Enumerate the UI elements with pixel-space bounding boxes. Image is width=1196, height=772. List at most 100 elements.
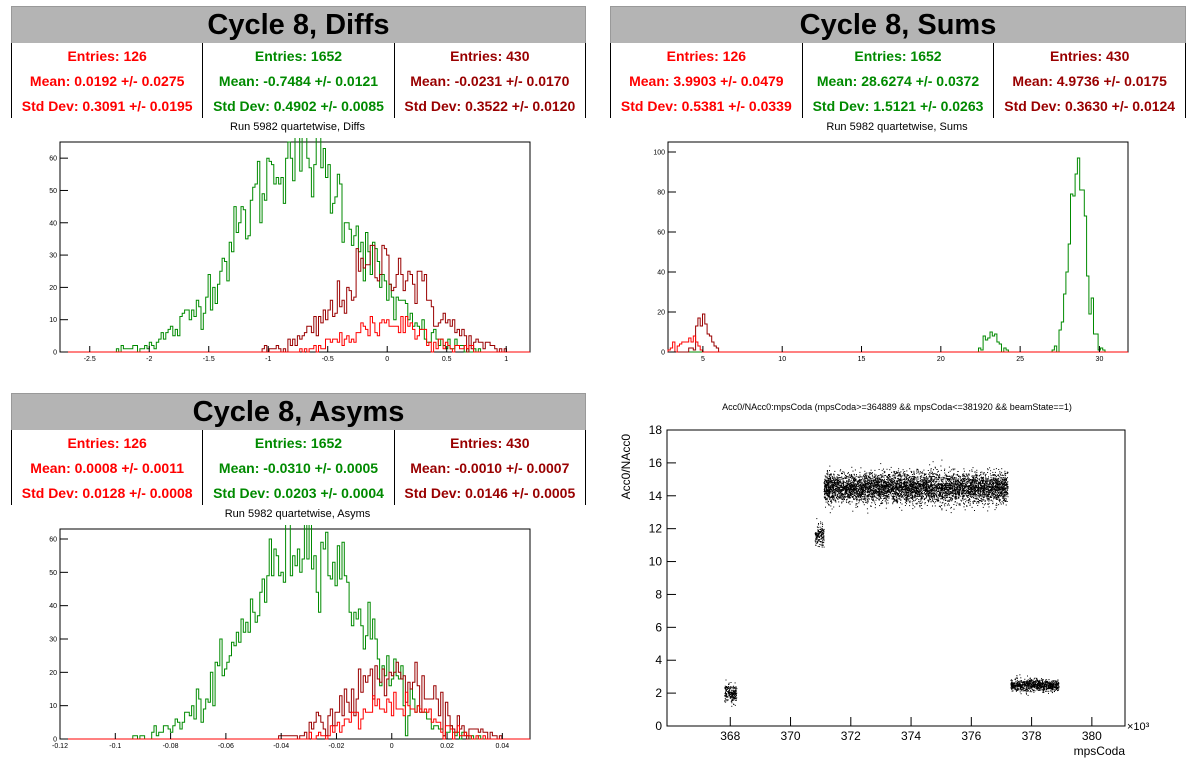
scatter-point xyxy=(972,491,974,493)
scatter-point xyxy=(922,485,924,487)
scatter-point xyxy=(952,490,954,492)
scatter-point xyxy=(983,504,985,506)
scatter-point xyxy=(913,488,915,490)
scatter-point xyxy=(891,471,893,473)
scatter-point xyxy=(979,487,981,489)
scatter-point xyxy=(951,493,953,495)
scatter-point xyxy=(976,477,978,479)
scatter-point xyxy=(968,481,970,483)
scatter-point xyxy=(949,494,951,496)
scatter-point xyxy=(852,485,854,487)
scatter-point xyxy=(917,478,919,480)
scatter-point xyxy=(858,496,860,498)
scatter-point xyxy=(868,482,870,484)
scatter-point xyxy=(927,488,929,490)
scatter-point xyxy=(956,491,958,493)
scatter-point xyxy=(968,478,970,480)
scatter-point xyxy=(826,473,828,475)
scatter-point xyxy=(942,478,944,480)
scatter-point xyxy=(997,475,999,477)
scatter-point xyxy=(822,542,824,544)
scatter-point xyxy=(923,484,925,486)
scatter-point xyxy=(897,493,898,495)
scatter-point xyxy=(837,477,839,479)
scatter-point xyxy=(855,478,857,480)
scatter-point xyxy=(849,503,851,505)
scatter-point xyxy=(849,474,851,476)
scatter-point xyxy=(731,699,733,701)
scatter-point xyxy=(913,486,915,488)
scatter-point xyxy=(938,470,939,472)
scatter-point xyxy=(819,531,821,533)
scatter-point xyxy=(857,488,859,490)
scatter-point xyxy=(984,488,986,490)
scatter-point xyxy=(966,489,968,491)
scatter-point xyxy=(965,479,967,481)
scatter-point xyxy=(818,532,820,534)
scatter-point xyxy=(954,490,956,492)
sums-title: Cycle 8, Sums xyxy=(610,6,1186,44)
x-tick-label: -0.5 xyxy=(322,356,334,363)
scatter-point xyxy=(869,473,871,475)
scatter-point xyxy=(915,503,917,505)
scatter-point xyxy=(944,468,946,470)
scatter-point xyxy=(959,484,960,486)
scatter-point xyxy=(887,502,889,504)
scatter-point xyxy=(993,478,995,480)
scatter-point xyxy=(996,485,998,487)
scatter-point xyxy=(865,499,867,501)
scatter-point xyxy=(817,524,819,526)
scatter-point xyxy=(973,493,975,495)
scatter-point xyxy=(878,475,880,477)
scatter-point xyxy=(1005,500,1007,502)
scatter-point xyxy=(865,491,867,493)
scatter-point xyxy=(736,688,738,690)
scatter-point xyxy=(915,482,917,484)
scatter-point xyxy=(729,697,731,699)
scatter-point xyxy=(987,484,989,486)
scatter-point xyxy=(860,487,862,489)
scatter-point xyxy=(905,494,907,496)
scatter-point xyxy=(976,474,978,476)
scatter-point xyxy=(916,485,918,487)
scatter-point xyxy=(838,479,840,481)
scatter-point xyxy=(962,485,964,487)
scatter-point xyxy=(989,479,991,481)
scatter-point xyxy=(871,492,873,494)
scatter-point xyxy=(894,490,896,492)
y-tick-label: 30 xyxy=(49,637,57,644)
scatter-point xyxy=(889,481,891,483)
scatter-point xyxy=(944,485,945,486)
scatter-point xyxy=(828,483,830,485)
scatter-point xyxy=(827,488,829,490)
scatter-point xyxy=(979,494,981,496)
scatter-point xyxy=(928,486,929,488)
scatter-point xyxy=(988,490,990,492)
scatter-point xyxy=(965,483,967,485)
scatter-point xyxy=(856,491,858,493)
scatter-point xyxy=(920,498,922,500)
scatter-point xyxy=(841,473,842,475)
scatter-point xyxy=(867,483,869,485)
scatter-point xyxy=(910,488,912,489)
scatter-point xyxy=(829,493,831,495)
scatter-point xyxy=(883,476,885,478)
scatter-point xyxy=(901,487,903,489)
scatter-point xyxy=(928,493,930,495)
scatter-point xyxy=(733,687,735,689)
scatter-point xyxy=(934,493,936,495)
scatter-point xyxy=(1003,485,1005,487)
scatter-point xyxy=(877,488,879,490)
scatter-point xyxy=(819,529,821,530)
scatter-point xyxy=(937,494,939,496)
scatter-point xyxy=(924,484,926,486)
scatter-point xyxy=(926,489,927,491)
scatter-point xyxy=(982,477,984,479)
sums-stats-green: Entries: 1652 Mean: 28.6274 +/- 0.0372 S… xyxy=(803,43,995,118)
scatter-point xyxy=(823,491,825,492)
scatter-point xyxy=(963,495,965,497)
scatter-point xyxy=(841,499,843,500)
scatter-point xyxy=(842,495,843,497)
scatter-point xyxy=(987,472,989,473)
scatter-point xyxy=(845,488,847,490)
